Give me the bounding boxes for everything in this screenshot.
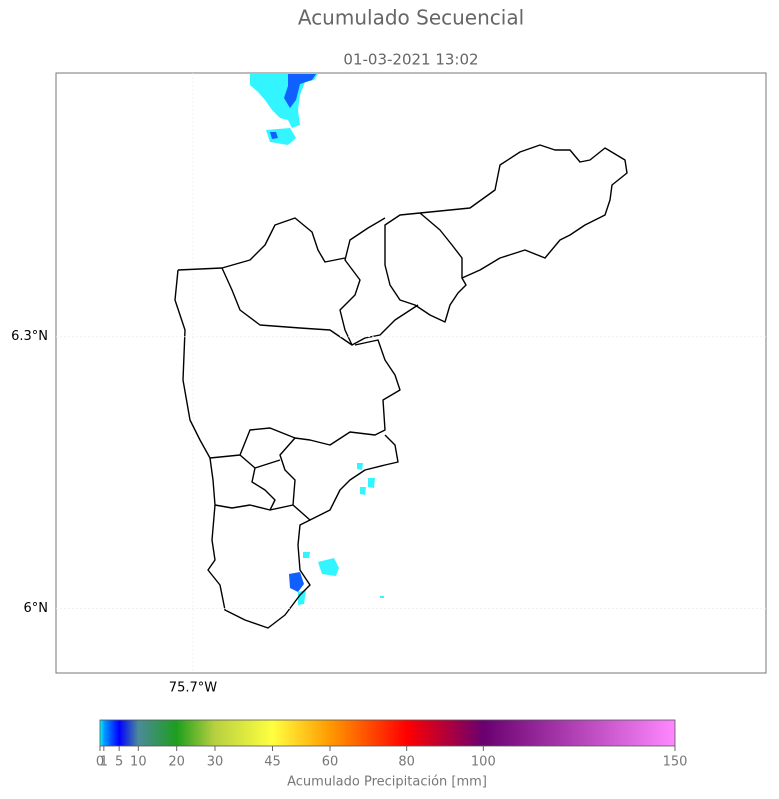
y-tick-label: 6°N [24,601,49,616]
colorbar-label: Acumulado Precipitación [mm] [287,775,487,790]
colorbar-tick-label: 20 [168,755,185,770]
map-frame [55,72,767,674]
colorbar-tick-label: 5 [115,755,123,770]
colorbar-tick-label: 1 [100,755,108,770]
colorbar-tick-label: 45 [264,755,281,770]
rain-area [270,132,278,139]
boundary [339,217,419,346]
boundary [419,212,463,278]
boundary [207,504,311,629]
municipal-boundaries [174,144,628,629]
boundary [209,454,294,511]
boundary [177,217,346,271]
colorbar-tick-label: 0 [96,755,104,770]
title: Acumulado Secuencial [298,6,524,30]
boundary [174,269,401,459]
rain-area [284,74,316,108]
boundary [384,144,628,323]
boundary [279,434,399,521]
rain-area [250,74,318,128]
rain-area [318,558,339,576]
colorbar-scale [99,719,676,747]
boundary [221,267,353,346]
colorbar-tick-label: 30 [207,755,224,770]
subtitle: 01-03-2021 13:02 [343,51,478,69]
colorbar: Acumulado Precipitación [mm] 01 5 10 20 30 45… [96,719,688,790]
x-tick-label: 75.7°W [169,681,217,696]
colorbar-tick-label: 80 [398,755,415,770]
y-tick-label: 6.3°N [11,329,48,344]
map-area [55,72,767,674]
precipitation [250,74,384,605]
rain-area [298,590,306,605]
rain-area [289,572,304,592]
colorbar-tick-label: 100 [471,755,496,770]
colorbar-tick-label: 60 [322,755,339,770]
colorbar-tick-label: 10 [130,755,147,770]
colorbar-tick-label: 150 [663,755,688,770]
